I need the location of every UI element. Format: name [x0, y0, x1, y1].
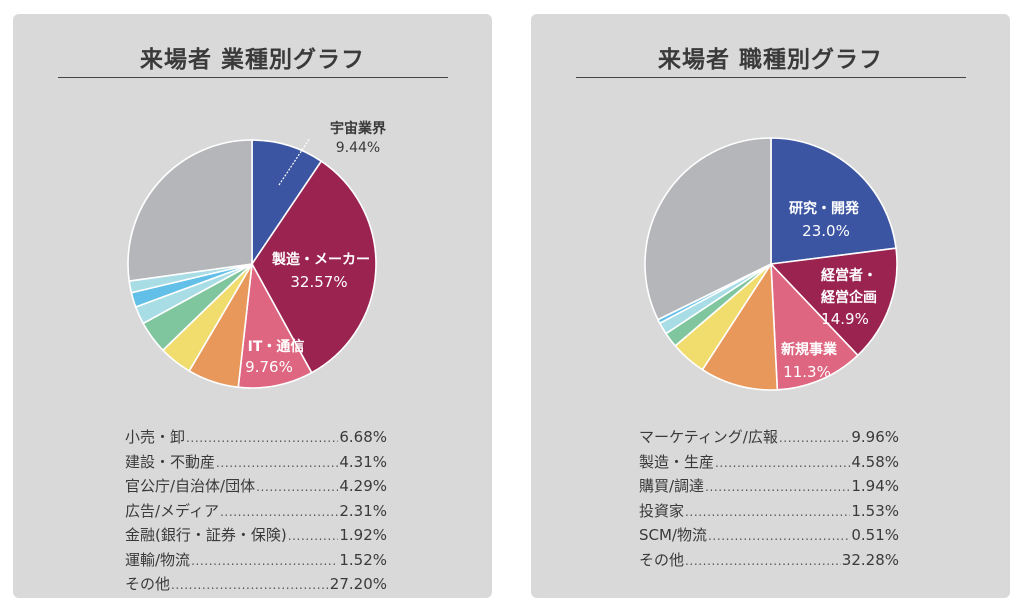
- legend-label: SCM/物流: [639, 526, 707, 544]
- legend-label: 小売・卸: [125, 428, 186, 446]
- pie-value-it: 9.76%: [245, 358, 293, 376]
- legend-label: その他: [125, 575, 171, 593]
- legend-value: 0.51%: [851, 526, 899, 544]
- legend-value: 1.94%: [851, 477, 899, 495]
- pie-slice-0: [770, 137, 897, 265]
- pie-value-new-business: 11.3%: [783, 363, 831, 381]
- legend-value: 9.96%: [851, 428, 899, 446]
- legend-row: 製造・生産 4.58%: [639, 451, 899, 476]
- pie-slice-2: [770, 261, 859, 391]
- pie-slice-9: [127, 139, 253, 282]
- pie-label-it: IT・通信: [248, 338, 305, 355]
- legend-value: 1.53%: [851, 501, 899, 520]
- legend-row: 金融(銀行・証券・保険) 1.92%: [125, 524, 387, 549]
- pie-slice-3: [701, 261, 779, 391]
- pie-label-space-industry: 宇宙業界: [330, 120, 387, 137]
- legend-label: その他: [639, 550, 685, 569]
- legend-row: 官公庁/自治体/団体 4.29%: [125, 475, 387, 500]
- legend-row: 運輸/物流 1.52%: [125, 549, 387, 574]
- legend-row: 広告/メディア 2.31%: [125, 500, 387, 525]
- legend-label: マーケティング/広報: [639, 428, 778, 446]
- pie-slice-2: [237, 261, 313, 389]
- legend-label: 投資家: [639, 501, 685, 520]
- pie-label-manufacturing: 製造・メーカー: [271, 251, 370, 268]
- pie-slice-8: [644, 137, 772, 321]
- legend-label: 製造・生産: [639, 452, 715, 471]
- chart-title: 来場者 職種別グラフ: [657, 47, 883, 73]
- legend-label: 購買/調達: [639, 477, 705, 495]
- legend-value: 6.68%: [339, 428, 387, 446]
- legend-value: 4.29%: [339, 477, 387, 495]
- legend-label: 建設・不動産: [125, 452, 216, 471]
- legend-value: 2.31%: [339, 501, 387, 520]
- pie-value-executive: 14.9%: [821, 310, 869, 328]
- occupation-legend: マーケティング/広報 9.96% 製造・生産 4.58% 購買/調達 1.94% 投資…: [639, 426, 899, 573]
- pie-label-rnd: 研究・開発: [789, 200, 860, 217]
- legend-row: マーケティング/広報 9.96%: [639, 426, 899, 451]
- legend-label: 運輸/物流: [125, 550, 191, 569]
- legend-label: 官公庁/自治体/団体: [125, 477, 256, 495]
- legend-value: 4.31%: [339, 452, 387, 471]
- title-divider: [58, 77, 448, 78]
- legend-row: その他 27.20%: [125, 573, 387, 598]
- legend-value: 1.92%: [339, 526, 387, 544]
- legend-row: 小売・卸 6.68%: [125, 426, 387, 451]
- legend-row: 投資家 1.53%: [639, 500, 899, 525]
- space-industry-leader-line: [278, 137, 311, 186]
- industry-pie-chart: 宇宙業界 9.44% 製造・メーカー 32.57% IT・通信 9.76%: [127, 120, 387, 389]
- legend-row: 建設・不動産 4.31%: [125, 451, 387, 476]
- legend-value: 32.28%: [841, 550, 899, 569]
- title-divider: [576, 77, 966, 78]
- legend-value: 27.20%: [329, 575, 387, 593]
- legend-row: その他 32.28%: [639, 549, 899, 574]
- industry-chart-panel: 来場者 業種別グラフ 宇宙業界 9.44% 製造・メーカー 32.57% IT・…: [13, 14, 492, 598]
- legend-value: 4.58%: [851, 452, 899, 471]
- pie-value-rnd: 23.0%: [802, 222, 850, 240]
- pie-label-new-business: 新規事業: [781, 341, 838, 358]
- legend-label: 金融(銀行・証券・保険): [125, 526, 287, 544]
- legend-value: 1.52%: [339, 550, 387, 569]
- pie-slice-1: [769, 247, 898, 357]
- pie-value-space-industry: 9.44%: [336, 140, 380, 156]
- chart-title: 来場者 業種別グラフ: [139, 47, 365, 73]
- pie-label-executive-line2: 経営企画: [821, 289, 877, 306]
- pie-label-executive-line1: 経営者・: [821, 267, 877, 284]
- industry-legend: 小売・卸 6.68% 建設・不動産 4.31% 官公庁/自治体/団体 4.29% 広告…: [125, 426, 387, 598]
- legend-label: 広告/メディア: [125, 501, 220, 520]
- occupation-pie-chart: 研究・開発 23.0% 経営者・ 経営企画 14.9% 新規事業 11.3%: [644, 137, 898, 391]
- occupation-chart-panel: 来場者 職種別グラフ 研究・開発 23.0% 経営者・ 経営企画 14.9% 新…: [531, 14, 1010, 598]
- legend-row: SCM/物流 0.51%: [639, 524, 899, 549]
- pie-value-manufacturing: 32.57%: [290, 273, 347, 291]
- legend-row: 購買/調達 1.94%: [639, 475, 899, 500]
